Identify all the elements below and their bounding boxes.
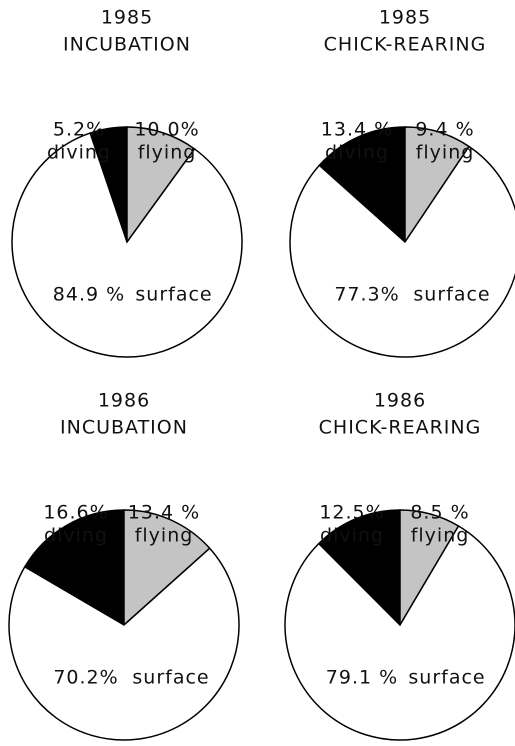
- slice-label: 13.4 %: [128, 502, 200, 524]
- chart-title: 1986: [374, 390, 426, 412]
- slice-label: surface: [135, 284, 212, 306]
- slice-label: 10.0%: [134, 119, 199, 141]
- slice-label: 9.4 %: [415, 119, 474, 141]
- slice-label: diving: [325, 142, 389, 164]
- slice-label: diving: [47, 142, 111, 164]
- pie-slice: [126, 126, 196, 245]
- pie-slice: [23, 509, 125, 627]
- pie-slice: [123, 509, 211, 627]
- slice-label: diving: [320, 525, 384, 547]
- slice-label: 12.5%: [319, 502, 384, 524]
- slice-label: 77.3%: [334, 284, 399, 306]
- chart-subtitle: INCUBATION: [60, 417, 188, 439]
- pie-slice: [318, 126, 406, 244]
- slice-label: surface: [132, 667, 209, 689]
- slice-label: 5.2%: [53, 119, 105, 141]
- slice-label: 84.9 %: [53, 284, 125, 306]
- pie-slice: [317, 509, 401, 627]
- slice-label: 70.2%: [53, 667, 118, 689]
- pie-slice: [284, 524, 515, 741]
- slice-label: flying: [416, 142, 475, 164]
- chart-subtitle: INCUBATION: [63, 34, 191, 56]
- chart-subtitle: CHICK-REARING: [319, 417, 482, 439]
- chart-title: 1985: [379, 7, 431, 29]
- chart-subtitle: CHICK-REARING: [324, 34, 487, 56]
- slice-label: 13.4 %: [321, 119, 393, 141]
- pie-slice: [8, 547, 240, 741]
- slice-label: flying: [411, 525, 470, 547]
- slice-label: surface: [408, 667, 485, 689]
- slice-label: flying: [138, 142, 197, 164]
- slice-label: surface: [413, 284, 490, 306]
- pie-slice: [289, 145, 515, 358]
- slice-label: flying: [135, 525, 194, 547]
- slice-label: 16.6%: [43, 502, 108, 524]
- slice-label: 79.1 %: [326, 667, 398, 689]
- chart-title: 1986: [98, 390, 150, 412]
- slice-label: diving: [44, 525, 108, 547]
- chart-title: 1985: [101, 7, 153, 29]
- slice-label: 8.5 %: [410, 502, 469, 524]
- pie-slice: [11, 132, 243, 358]
